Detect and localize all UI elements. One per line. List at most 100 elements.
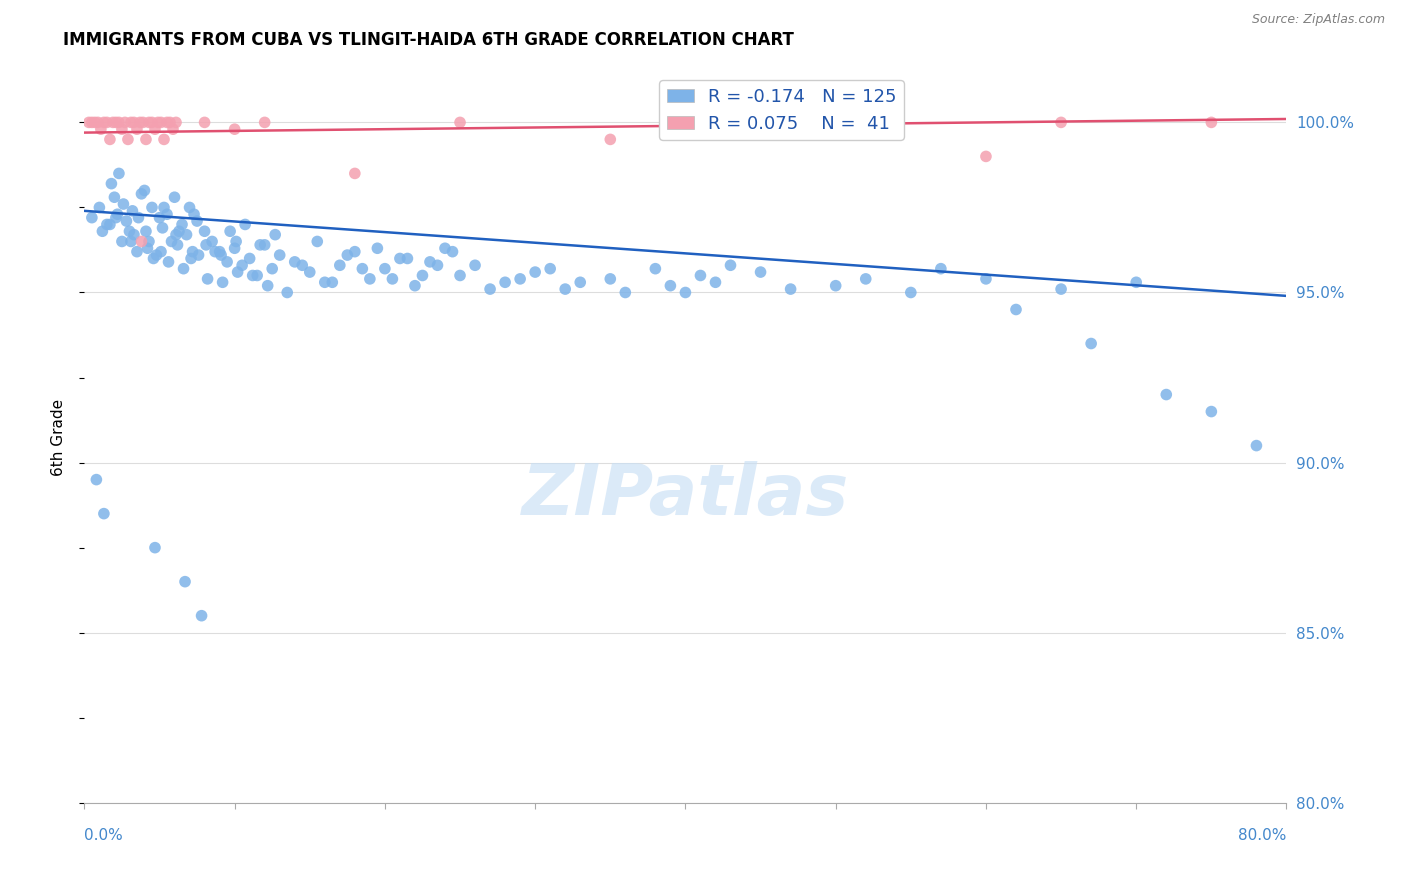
Text: ZIPatlas: ZIPatlas — [522, 461, 849, 530]
Point — [204, 244, 226, 259]
Point — [93, 115, 115, 129]
Point — [127, 211, 149, 225]
Point — [143, 541, 166, 555]
Point — [434, 241, 457, 255]
Point — [599, 272, 621, 286]
Point — [117, 132, 139, 146]
Point — [411, 268, 433, 283]
Point — [396, 252, 419, 266]
Point — [80, 115, 103, 129]
Point — [779, 282, 801, 296]
Point — [329, 258, 352, 272]
Point — [262, 261, 284, 276]
Point — [190, 608, 212, 623]
Point — [284, 255, 307, 269]
Point — [89, 201, 111, 215]
Point — [153, 132, 176, 146]
Point — [138, 235, 160, 249]
Text: IMMIGRANTS FROM CUBA VS TLINGIT-HAIDA 6TH GRADE CORRELATION CHART: IMMIGRANTS FROM CUBA VS TLINGIT-HAIDA 6T… — [63, 31, 794, 49]
Point — [449, 115, 471, 129]
Text: 0.0%: 0.0% — [84, 828, 124, 843]
Point — [239, 252, 262, 266]
Point — [569, 275, 592, 289]
Point — [233, 218, 256, 232]
Point — [269, 248, 291, 262]
Point — [441, 244, 464, 259]
Point — [134, 183, 156, 197]
Point — [90, 122, 112, 136]
Point — [118, 224, 141, 238]
Point — [197, 272, 219, 286]
Point — [187, 248, 209, 262]
Point — [186, 214, 208, 228]
Point — [91, 224, 114, 238]
Point — [201, 235, 224, 249]
Point — [479, 282, 502, 296]
Point — [142, 252, 165, 266]
Text: 80.0%: 80.0% — [1239, 828, 1286, 843]
Point — [131, 235, 153, 249]
Point — [111, 122, 134, 136]
Point — [135, 132, 157, 146]
Point — [381, 272, 404, 286]
Point — [749, 265, 772, 279]
Point — [194, 115, 217, 129]
Point — [1050, 282, 1073, 296]
Point — [125, 122, 148, 136]
Point — [974, 149, 997, 163]
Point — [1080, 336, 1102, 351]
Point — [494, 275, 516, 289]
Point — [291, 258, 314, 272]
Point — [509, 272, 531, 286]
Point — [112, 197, 135, 211]
Point — [173, 261, 195, 276]
Point — [900, 285, 922, 300]
Point — [141, 115, 163, 129]
Point — [100, 177, 122, 191]
Point — [150, 115, 173, 129]
Point — [219, 224, 242, 238]
Point — [165, 115, 187, 129]
Point — [141, 201, 163, 215]
Point — [153, 201, 176, 215]
Point — [209, 248, 232, 262]
Point — [176, 227, 198, 242]
Point — [146, 115, 169, 129]
Point — [449, 268, 471, 283]
Point — [1156, 387, 1178, 401]
Point — [359, 272, 381, 286]
Point — [314, 275, 336, 289]
Point — [264, 227, 287, 242]
Point — [720, 258, 742, 272]
Point — [98, 218, 121, 232]
Point — [77, 115, 100, 129]
Point — [122, 227, 145, 242]
Point — [929, 261, 952, 276]
Point — [120, 115, 142, 129]
Point — [644, 261, 666, 276]
Point — [80, 211, 103, 225]
Point — [145, 248, 167, 262]
Point — [157, 255, 180, 269]
Point — [107, 207, 129, 221]
Point — [179, 201, 201, 215]
Point — [253, 238, 276, 252]
Point — [122, 115, 145, 129]
Point — [374, 261, 396, 276]
Point — [276, 285, 298, 300]
Point — [226, 265, 249, 279]
Point — [675, 285, 697, 300]
Point — [307, 235, 329, 249]
Y-axis label: 6th Grade: 6th Grade — [52, 399, 66, 475]
Point — [256, 278, 278, 293]
Point — [419, 255, 441, 269]
Point — [659, 278, 682, 293]
Point — [249, 238, 271, 252]
Point — [129, 115, 152, 129]
Point — [343, 244, 366, 259]
Point — [404, 278, 426, 293]
Point — [1201, 115, 1223, 129]
Point — [464, 258, 486, 272]
Point — [115, 214, 138, 228]
Point — [855, 272, 877, 286]
